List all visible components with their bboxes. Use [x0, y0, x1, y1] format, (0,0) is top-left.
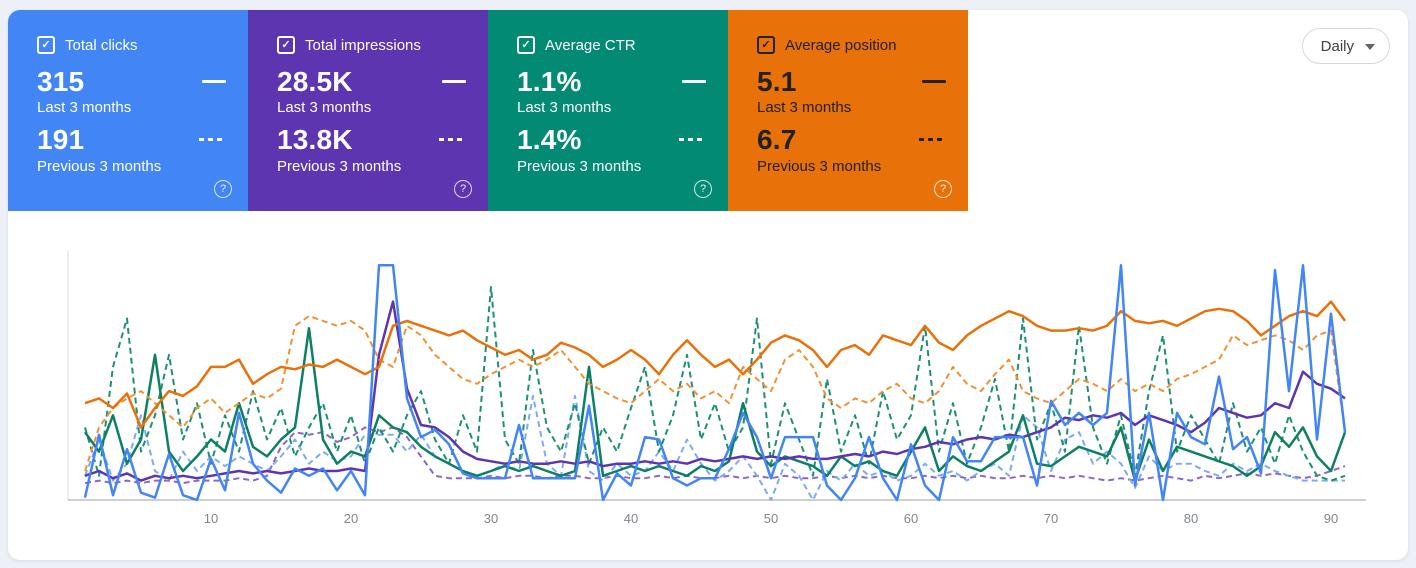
check-icon: ✓ [41, 38, 51, 51]
metric-card-average-position[interactable]: ✓ Average position 5.1 Last 3 months 6.7… [728, 10, 968, 211]
granularity-select-value: Daily [1320, 37, 1354, 55]
card-label-row: ✓ Average position [757, 36, 946, 54]
dashed-line-legend-icon [199, 138, 226, 142]
card-label: Total impressions [305, 36, 421, 54]
previous-period-label: Previous 3 months [277, 157, 402, 175]
dashed-line-legend-icon [679, 138, 706, 142]
checkbox-average-ctr[interactable]: ✓ [517, 36, 535, 54]
x-tick-label: 60 [904, 511, 918, 526]
series-line-clicks-previous [84, 394, 1345, 501]
chevron-down-icon [1365, 43, 1375, 50]
metric-card-average-ctr[interactable]: ✓ Average CTR 1.1% Last 3 months 1.4% Pr… [488, 10, 728, 211]
help-icon[interactable]: ? [454, 180, 472, 198]
solid-line-legend-icon [202, 80, 226, 83]
dashed-line-legend-icon [919, 138, 946, 142]
previous-period-label: Previous 3 months [517, 157, 642, 175]
metric-card-total-impressions[interactable]: ✓ Total impressions 28.5K Last 3 months … [248, 10, 488, 211]
solid-line-legend-icon [682, 80, 706, 83]
x-tick-label: 70 [1044, 511, 1058, 526]
solid-line-legend-icon [922, 80, 946, 83]
current-value: 28.5K [277, 66, 353, 97]
x-tick-label: 10 [204, 511, 218, 526]
current-period-label: Last 3 months [757, 99, 852, 117]
check-icon: ✓ [281, 38, 291, 51]
current-period-label: Last 3 months [517, 99, 612, 117]
checkbox-average-position[interactable]: ✓ [757, 36, 775, 54]
x-tick-label: 20 [344, 511, 358, 526]
card-label: Total clicks [65, 36, 138, 54]
card-label: Average CTR [545, 36, 636, 54]
solid-line-legend-icon [442, 80, 466, 83]
series-line-position-previous [84, 315, 1346, 472]
previous-value: 13.8K [277, 124, 353, 156]
x-tick-label: 30 [484, 511, 498, 526]
x-tick-label: 50 [764, 511, 778, 526]
current-value: 315 [37, 66, 85, 97]
help-icon[interactable]: ? [214, 180, 232, 198]
check-icon: ✓ [761, 38, 771, 51]
previous-period-label: Previous 3 months [757, 157, 882, 175]
dashed-line-legend-icon [439, 138, 466, 142]
checkbox-total-clicks[interactable]: ✓ [37, 36, 55, 54]
card-label-row: ✓ Total impressions [277, 36, 466, 54]
check-icon: ✓ [521, 38, 531, 51]
current-value: 5.1 [757, 66, 797, 97]
previous-value: 6.7 [757, 124, 797, 156]
granularity-select[interactable]: Daily [1301, 28, 1390, 64]
chart-canvas[interactable]: 10 20 30 40 50 60 70 80 90 [60, 240, 1408, 540]
series-line-impressions-current [84, 300, 1346, 482]
series-line-position-current [84, 300, 1347, 429]
x-tick-label: 90 [1324, 511, 1338, 526]
help-icon[interactable]: ? [694, 180, 712, 198]
metric-cards-row: ✓ Total clicks 315 Last 3 months 191 Pre… [8, 10, 968, 211]
metric-card-total-clicks[interactable]: ✓ Total clicks 315 Last 3 months 191 Pre… [8, 10, 248, 211]
previous-value: 191 [37, 124, 85, 156]
current-period-label: Last 3 months [277, 99, 372, 117]
current-period-label: Last 3 months [37, 99, 132, 117]
current-value: 1.1% [517, 66, 582, 97]
previous-period-label: Previous 3 months [37, 157, 162, 175]
chart-area: 10 20 30 40 50 60 70 80 90 [60, 240, 1408, 540]
performance-panel: ✓ Total clicks 315 Last 3 months 191 Pre… [8, 10, 1408, 560]
x-tick-label: 80 [1184, 511, 1198, 526]
card-label: Average position [785, 36, 897, 54]
card-label-row: ✓ Average CTR [517, 36, 706, 54]
card-label-row: ✓ Total clicks [37, 36, 226, 54]
help-icon[interactable]: ? [934, 180, 952, 198]
series-line-clicks-current [83, 264, 1347, 502]
previous-value: 1.4% [517, 124, 582, 156]
checkbox-total-impressions[interactable]: ✓ [277, 36, 295, 54]
x-tick-label: 40 [624, 511, 638, 526]
